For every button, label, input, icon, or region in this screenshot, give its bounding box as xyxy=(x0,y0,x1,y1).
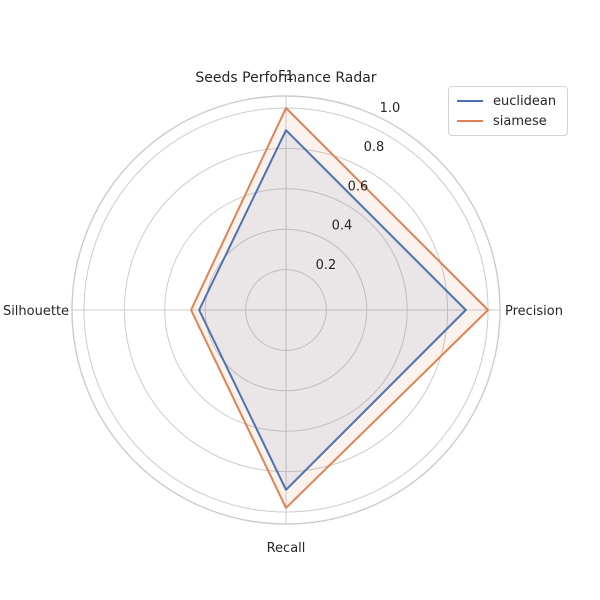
legend-item-euclidean: euclidean xyxy=(457,92,556,110)
legend: euclidean siamese xyxy=(448,86,568,136)
radial-tick-label: 0.4 xyxy=(332,219,353,234)
legend-label-euclidean: euclidean xyxy=(493,93,557,109)
series-fill-siamese xyxy=(191,108,488,508)
radial-tick-labels: 0.2 0.4 0.6 0.8 1.0 xyxy=(316,101,401,273)
axis-labels: F1 Precision Recall Silhouette xyxy=(3,69,563,556)
legend-label-siamese: siamese xyxy=(493,113,547,129)
axis-label-recall: Recall xyxy=(267,541,306,556)
radial-tick-label: 0.6 xyxy=(348,179,369,194)
chart-title: Seeds Performance Radar xyxy=(195,70,376,86)
series-fill-euclidean xyxy=(199,130,466,490)
radial-tick-label: 0.8 xyxy=(364,140,385,155)
series-fills xyxy=(191,108,488,508)
legend-swatch-siamese xyxy=(457,120,483,122)
series-line-euclidean xyxy=(198,129,467,491)
axis-label-silhouette: Silhouette xyxy=(3,304,69,319)
legend-swatch-euclidean xyxy=(457,100,483,102)
series-lines xyxy=(190,107,489,509)
axis-label-precision: Precision xyxy=(505,304,563,319)
radial-tick-label: 1.0 xyxy=(380,101,401,116)
radial-tick-label: 0.2 xyxy=(316,258,337,273)
series-line-siamese xyxy=(190,107,489,509)
legend-item-siamese: siamese xyxy=(457,112,547,130)
axis-label-f1: F1 xyxy=(278,69,294,84)
